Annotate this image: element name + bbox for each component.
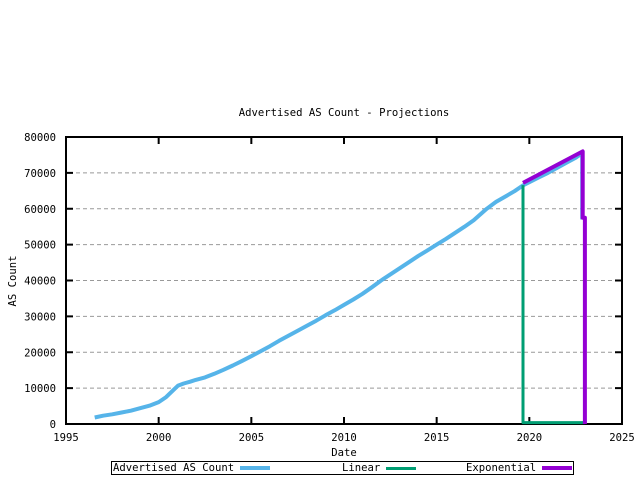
svg-text:40000: 40000	[24, 276, 56, 288]
chart-title: Advertised AS Count - Projections	[238, 107, 450, 119]
svg-text:10000: 10000	[24, 383, 56, 395]
svg-text:20000: 20000	[24, 347, 56, 359]
svg-text:2010: 2010	[331, 432, 357, 444]
legend-label: Linear	[342, 462, 381, 474]
svg-text:1995: 1995	[53, 432, 79, 444]
x-axis-label: Date	[331, 447, 357, 459]
legend-item-linear: Linear	[342, 462, 417, 474]
svg-text:2025: 2025	[609, 432, 635, 444]
svg-text:2020: 2020	[517, 432, 543, 444]
svg-text:70000: 70000	[24, 168, 56, 180]
svg-text:2005: 2005	[239, 432, 265, 444]
legend-label: Exponential	[466, 462, 537, 474]
legend-item-advertised-as-count: Advertised AS Count	[113, 462, 271, 474]
svg-text:30000: 30000	[24, 311, 56, 323]
svg-text:50000: 50000	[24, 240, 56, 252]
legend-swatch-linear	[386, 466, 417, 470]
svg-text:0: 0	[50, 419, 56, 431]
svg-text:2015: 2015	[424, 432, 450, 444]
svg-text:80000: 80000	[24, 132, 56, 144]
svg-text:2000: 2000	[146, 432, 172, 444]
legend-swatch-advertised-as-count	[240, 466, 271, 470]
legend: Advertised AS Count Linear Exponential	[111, 461, 574, 475]
legend-item-exponential: Exponential	[466, 462, 573, 474]
svg-text:60000: 60000	[24, 204, 56, 216]
legend-label: Advertised AS Count	[113, 462, 235, 474]
legend-swatch-exponential	[542, 466, 573, 470]
